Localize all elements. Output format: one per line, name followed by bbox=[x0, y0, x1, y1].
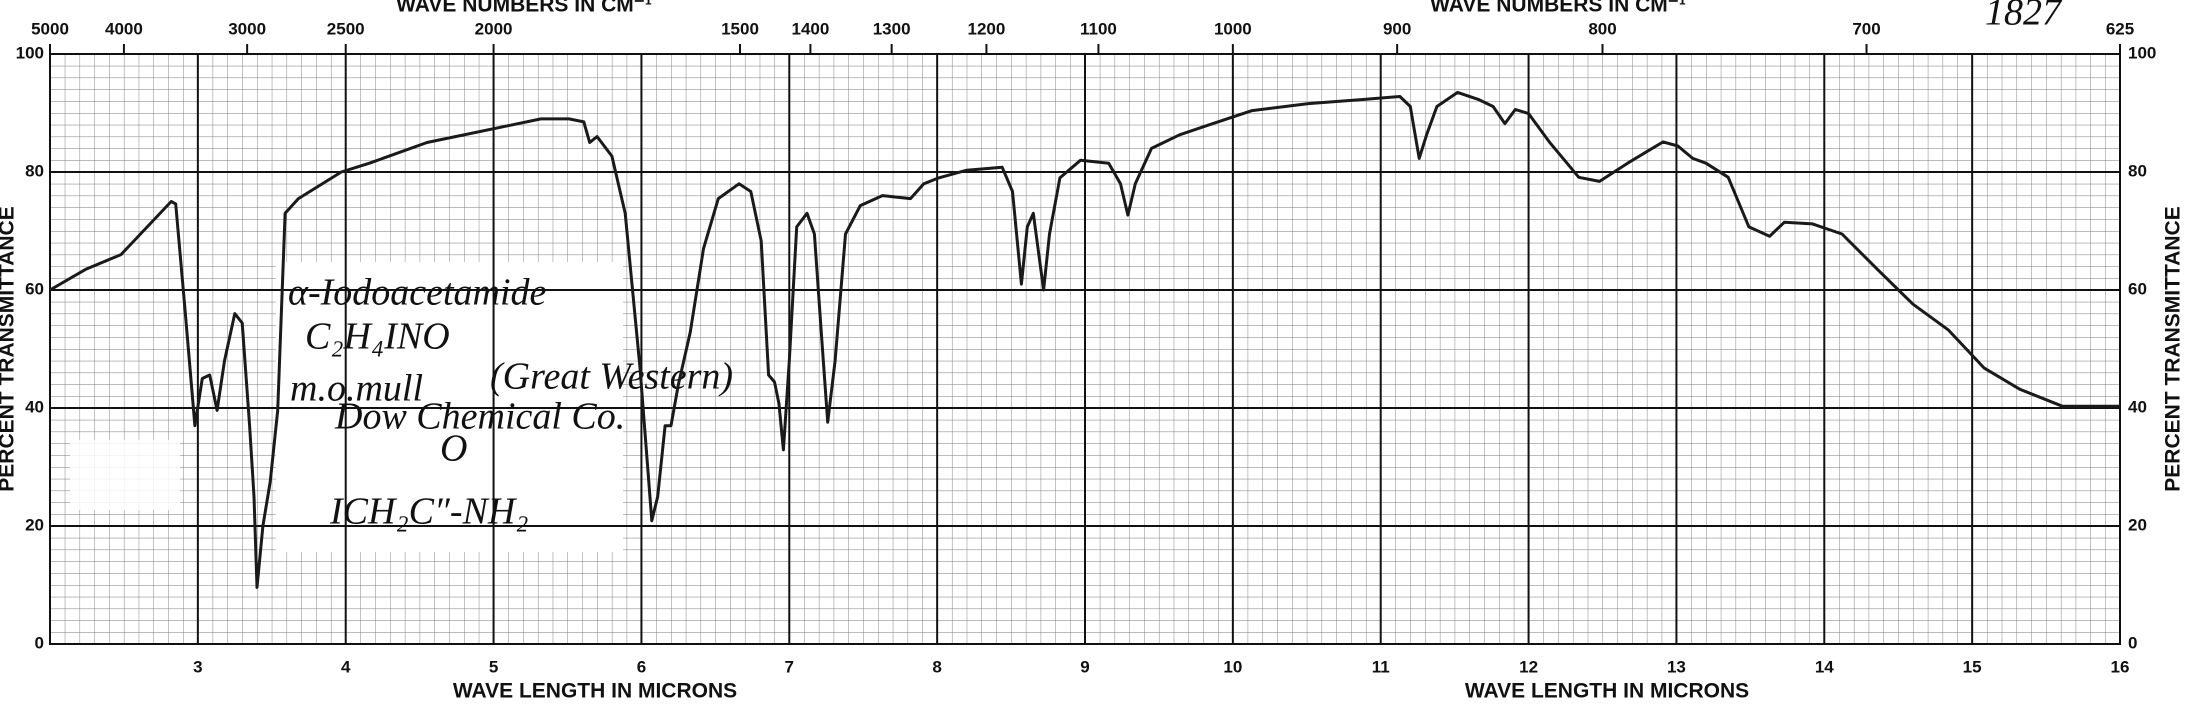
y-tick-label: 20 bbox=[25, 515, 44, 534]
y-tick-label-right: 100 bbox=[2128, 43, 2156, 62]
x2-tick-label: 4000 bbox=[105, 19, 143, 38]
x-tick-label: 6 bbox=[637, 657, 646, 676]
y-tick-label: 60 bbox=[25, 279, 44, 298]
y-tick-label: 80 bbox=[25, 161, 44, 180]
y-axis-title: PERCENT TRANSMITTANCE bbox=[0, 206, 19, 491]
x2-tick-label: 5000 bbox=[31, 19, 69, 38]
x-tick-label: 16 bbox=[2111, 657, 2130, 676]
y-axis-title-right: PERCENT TRANSMITTANCE bbox=[2162, 206, 2185, 491]
x-tick-label: 8 bbox=[932, 657, 941, 676]
x-tick-label: 15 bbox=[1963, 657, 1982, 676]
x2-axis-title: WAVE NUMBERS IN CM⁻¹ bbox=[1430, 0, 1686, 17]
x-tick-label: 9 bbox=[1080, 657, 1089, 676]
annotation: C₂H₄INO bbox=[305, 316, 450, 358]
x2-tick-label: 800 bbox=[1588, 19, 1616, 38]
y-tick-label-right: 20 bbox=[2128, 515, 2147, 534]
x2-axis-title: WAVE NUMBERS IN CM⁻¹ bbox=[396, 0, 652, 17]
annotation: ICH₂C″-NH₂ bbox=[329, 491, 528, 533]
x-tick-label: 5 bbox=[489, 657, 498, 676]
x2-tick-label: 1400 bbox=[791, 19, 829, 38]
x2-tick-label: 1300 bbox=[873, 19, 911, 38]
x2-tick-label: 900 bbox=[1383, 19, 1411, 38]
x-axis-title: WAVE LENGTH IN MICRONS bbox=[453, 680, 737, 703]
annotation: Dow Chemical Co. bbox=[334, 396, 625, 438]
smudge bbox=[70, 440, 180, 510]
x2-tick-label: 700 bbox=[1852, 19, 1880, 38]
spectrum-line bbox=[49, 90, 2120, 589]
x2-tick-label: 1200 bbox=[968, 19, 1006, 38]
x2-tick-label: 1100 bbox=[1080, 19, 1117, 38]
y-tick-label: 100 bbox=[16, 43, 44, 62]
annotation: (Great Western) bbox=[490, 356, 733, 398]
annotation: α-Iodoacetamide bbox=[288, 272, 547, 314]
x-tick-label: 7 bbox=[785, 657, 794, 676]
x-tick-label: 13 bbox=[1667, 657, 1686, 676]
x2-tick-label: 2500 bbox=[327, 19, 365, 38]
x2-tick-label: 625 bbox=[2106, 19, 2134, 38]
x2-tick-label: 2000 bbox=[475, 19, 513, 38]
y-tick-label: 0 bbox=[35, 633, 44, 652]
x-tick-label: 3 bbox=[193, 657, 202, 676]
x-tick-label: 4 bbox=[341, 657, 351, 676]
y-tick-label-right: 80 bbox=[2128, 161, 2147, 180]
x-tick-label: 10 bbox=[1223, 657, 1242, 676]
y-tick-label: 40 bbox=[25, 397, 44, 416]
x2-tick-label: 1000 bbox=[1214, 19, 1252, 38]
x-tick-label: 12 bbox=[1519, 657, 1538, 676]
x2-tick-label: 3000 bbox=[228, 19, 266, 38]
y-tick-label-right: 40 bbox=[2128, 397, 2147, 416]
x-tick-label: 11 bbox=[1372, 657, 1390, 676]
x-tick-label: 14 bbox=[1815, 657, 1834, 676]
x-axis-title: WAVE LENGTH IN MICRONS bbox=[1465, 680, 1749, 703]
annotation: m.o.mull bbox=[290, 368, 423, 410]
annotation: O bbox=[440, 428, 467, 470]
chart-number: 1827 bbox=[1985, 0, 2063, 34]
y-tick-label-right: 60 bbox=[2128, 279, 2147, 298]
y-tick-label-right: 0 bbox=[2128, 633, 2137, 652]
x2-tick-label: 1500 bbox=[721, 19, 759, 38]
